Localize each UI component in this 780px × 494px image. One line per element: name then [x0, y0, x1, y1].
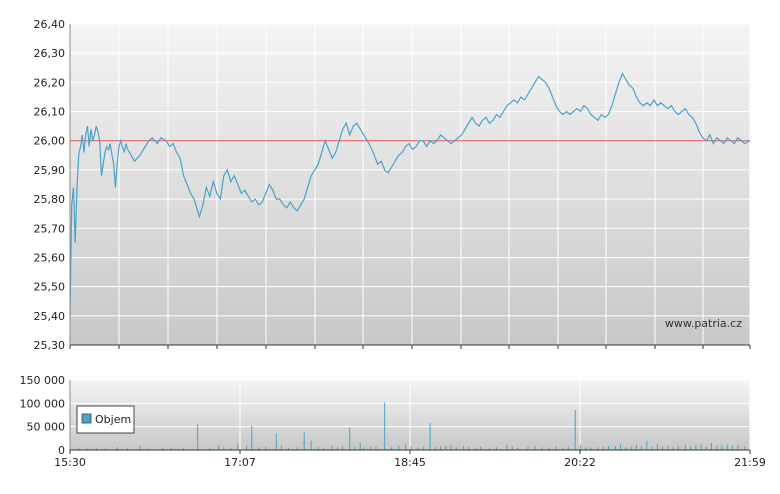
- volume-legend: Objem: [76, 405, 135, 434]
- price-y-tick-label: 26,40: [34, 18, 66, 31]
- price-y-tick-label: 25,70: [34, 222, 66, 235]
- price-y-tick-label: 25,40: [34, 310, 66, 323]
- volume-panel: 150 000 100 000 50 000 015:30 17:07 18:45 20:2…: [20, 374, 766, 469]
- price-panel: 26,40 26,30 26,20 26,10 26,00 25,90 25,80 25,70…: [34, 18, 751, 352]
- price-y-tick-label: 25,60: [34, 251, 66, 264]
- watermark: www.patria.cz: [665, 317, 742, 330]
- x-tick-label: 20:22: [564, 456, 596, 469]
- volume-y-tick-label: 50 000: [27, 421, 66, 434]
- legend-swatch: [81, 413, 92, 424]
- price-y-tick-label: 26,10: [34, 106, 66, 119]
- volume-y-tick-label: 100 000: [20, 397, 66, 410]
- x-tick-label: 15:30: [54, 456, 86, 469]
- legend-label: Objem: [95, 413, 131, 426]
- price-plot-area: [70, 24, 750, 345]
- price-y-tick-label: 26,30: [34, 47, 66, 60]
- price-series-line: [69, 72, 751, 316]
- x-tick-label: 17:07: [224, 456, 256, 469]
- price-y-tick-label: 26,00: [34, 135, 66, 148]
- price-y-tick-label: 25,90: [34, 164, 66, 177]
- volume-y-tick-label: 150 000: [20, 374, 66, 387]
- price-y-tick-label: 25,50: [34, 281, 66, 294]
- price-y-tick-label: 26,20: [34, 76, 66, 89]
- x-tick-label: 18:45: [394, 456, 426, 469]
- x-tick-label: 21:59: [734, 456, 766, 469]
- price-y-tick-label: 25,80: [34, 193, 66, 206]
- price-y-tick-label: 25,30: [34, 339, 66, 352]
- volume-y-tick-label: 0: [58, 444, 65, 457]
